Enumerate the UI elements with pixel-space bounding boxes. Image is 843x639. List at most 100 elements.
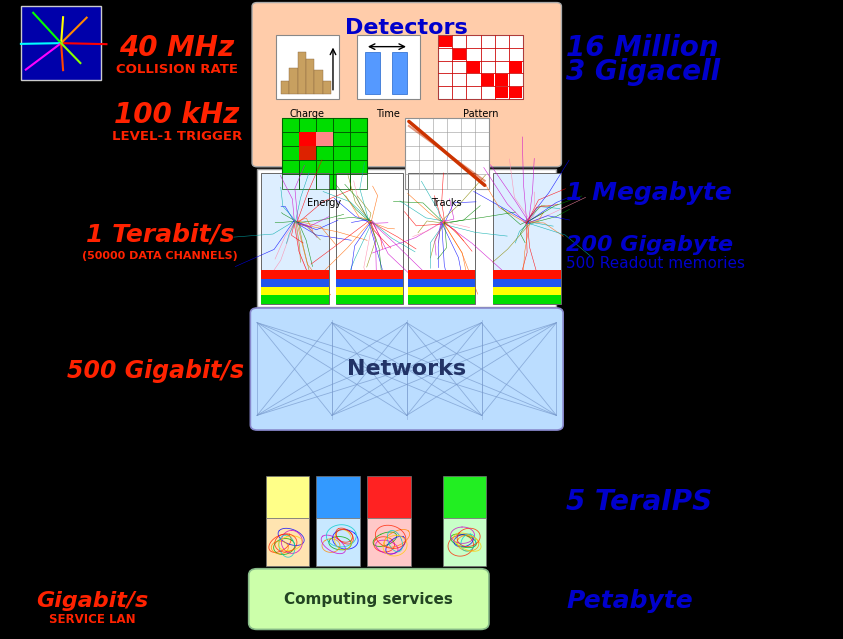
Bar (316, 174, 333, 189)
Bar (289, 68, 298, 94)
Bar (495, 61, 508, 73)
Text: Detectors: Detectors (346, 18, 468, 38)
Bar (299, 146, 316, 160)
Bar (257, 169, 556, 307)
Bar (496, 74, 507, 86)
Bar (316, 160, 333, 174)
Text: 1 Terabit/s: 1 Terabit/s (86, 222, 234, 247)
Bar (276, 35, 339, 99)
Bar (336, 270, 403, 279)
Bar (466, 86, 481, 99)
Bar (495, 86, 508, 99)
Bar (508, 35, 523, 48)
Bar (261, 270, 329, 279)
Bar (336, 173, 403, 304)
Bar (333, 132, 350, 146)
Bar (467, 61, 480, 73)
Text: Petabyte: Petabyte (566, 589, 693, 613)
Bar (438, 35, 523, 99)
Bar (261, 295, 329, 304)
Bar (299, 118, 316, 132)
Bar (336, 295, 403, 304)
Bar (282, 118, 299, 132)
Bar (365, 52, 380, 94)
Bar (453, 61, 466, 73)
Bar (261, 173, 329, 304)
Bar (493, 173, 561, 304)
Bar (316, 476, 360, 518)
Text: Networks: Networks (347, 359, 466, 379)
Bar (408, 270, 475, 279)
Bar (282, 160, 299, 174)
Bar (443, 518, 486, 566)
Text: 40 MHz: 40 MHz (120, 34, 234, 62)
Bar (408, 173, 475, 304)
Bar (408, 295, 475, 304)
Bar (392, 52, 407, 94)
Bar (306, 59, 314, 94)
Text: COLLISION RATE: COLLISION RATE (116, 63, 238, 75)
Bar (316, 132, 333, 146)
Bar (333, 146, 350, 160)
Bar (453, 35, 466, 48)
Bar (439, 36, 452, 47)
Bar (508, 86, 523, 99)
Bar (282, 118, 367, 189)
Bar (438, 73, 453, 86)
Text: Energy: Energy (308, 198, 341, 208)
Bar (261, 287, 329, 295)
Bar (350, 160, 367, 174)
Text: 5 TeraIPS: 5 TeraIPS (566, 488, 712, 516)
Text: Charge: Charge (290, 109, 325, 119)
Bar (323, 81, 331, 94)
Bar (493, 279, 561, 287)
Text: Pattern: Pattern (463, 109, 498, 119)
Bar (408, 287, 475, 295)
Bar (481, 48, 495, 61)
Bar (481, 35, 495, 48)
FancyBboxPatch shape (252, 3, 561, 167)
Bar (282, 146, 299, 160)
Text: Time: Time (376, 109, 400, 119)
Bar (367, 476, 411, 518)
Bar (481, 86, 495, 99)
Bar (261, 279, 329, 287)
Text: 100 kHz: 100 kHz (115, 101, 239, 129)
Bar (493, 295, 561, 304)
Bar (438, 86, 453, 99)
Text: 1 Megabyte: 1 Megabyte (566, 181, 733, 205)
Bar (266, 476, 309, 518)
Bar (299, 146, 316, 160)
FancyBboxPatch shape (249, 569, 489, 629)
Bar (493, 287, 561, 295)
Bar (350, 132, 367, 146)
Bar (481, 61, 495, 73)
Bar (282, 132, 299, 146)
Bar (333, 160, 350, 174)
Bar (466, 73, 481, 86)
Bar (466, 61, 481, 73)
Bar (466, 35, 481, 48)
Bar (408, 279, 475, 287)
Bar (481, 74, 494, 86)
Bar (495, 35, 508, 48)
Bar (508, 73, 523, 86)
Bar (266, 518, 309, 566)
Bar (508, 61, 523, 73)
Bar (298, 52, 306, 94)
Bar (466, 48, 481, 61)
Bar (281, 81, 289, 94)
Bar (453, 48, 466, 61)
Bar (316, 132, 333, 146)
Text: Gigabit/s: Gigabit/s (36, 591, 149, 612)
Bar (333, 118, 350, 132)
Bar (508, 48, 523, 61)
Bar (481, 73, 495, 86)
Text: 500 Gigabit/s: 500 Gigabit/s (67, 358, 244, 383)
Text: (50000 DATA CHANNELS): (50000 DATA CHANNELS) (83, 250, 238, 261)
Bar (314, 70, 323, 94)
Text: LEVEL-1 TRIGGER: LEVEL-1 TRIGGER (112, 130, 242, 142)
Bar (453, 86, 466, 99)
Bar (493, 270, 561, 279)
Bar (496, 87, 507, 98)
